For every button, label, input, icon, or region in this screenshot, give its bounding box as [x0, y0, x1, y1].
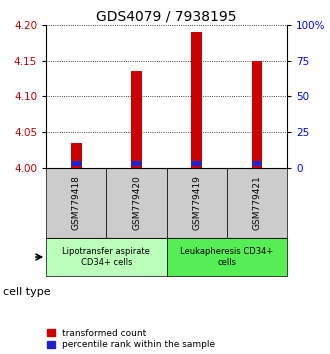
Text: GSM779420: GSM779420 [132, 176, 141, 230]
Bar [251, 161, 262, 166]
Bar [251, 61, 262, 168]
Bar [167, 168, 227, 238]
Bar [71, 143, 82, 168]
Text: GSM779419: GSM779419 [192, 176, 201, 230]
Bar [46, 238, 167, 276]
Bar [191, 32, 202, 168]
Legend: transformed count, percentile rank within the sample: transformed count, percentile rank withi… [48, 329, 215, 349]
Bar [167, 238, 287, 276]
Text: Lipotransfer aspirate
CD34+ cells: Lipotransfer aspirate CD34+ cells [62, 247, 150, 267]
Bar [131, 71, 142, 168]
Bar [191, 161, 202, 166]
Bar [106, 168, 167, 238]
Bar [227, 168, 287, 238]
Bar [131, 161, 142, 166]
Text: GSM779421: GSM779421 [252, 176, 261, 230]
Bar [46, 168, 106, 238]
Text: Leukapheresis CD34+
cells: Leukapheresis CD34+ cells [180, 247, 274, 267]
Title: GDS4079 / 7938195: GDS4079 / 7938195 [96, 10, 237, 24]
Bar [71, 161, 82, 166]
Text: cell type: cell type [3, 287, 51, 297]
Text: GSM779418: GSM779418 [72, 176, 81, 230]
